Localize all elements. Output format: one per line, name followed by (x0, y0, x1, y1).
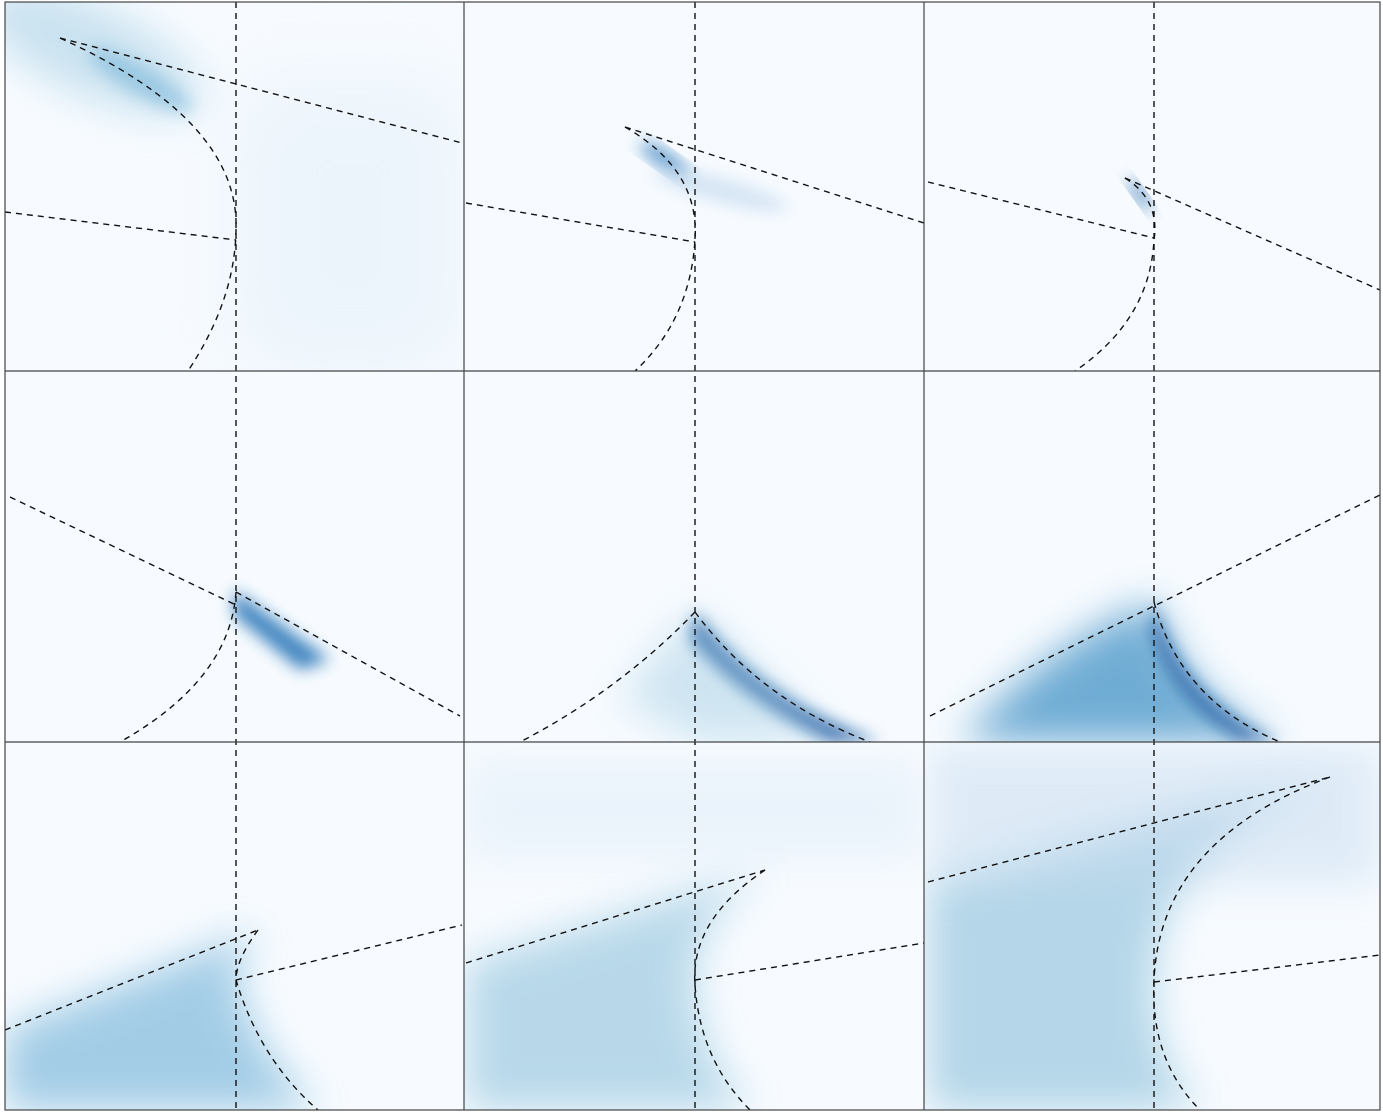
guide-lines (5, 2, 1380, 1110)
panel-frames (4, 1, 1381, 1111)
